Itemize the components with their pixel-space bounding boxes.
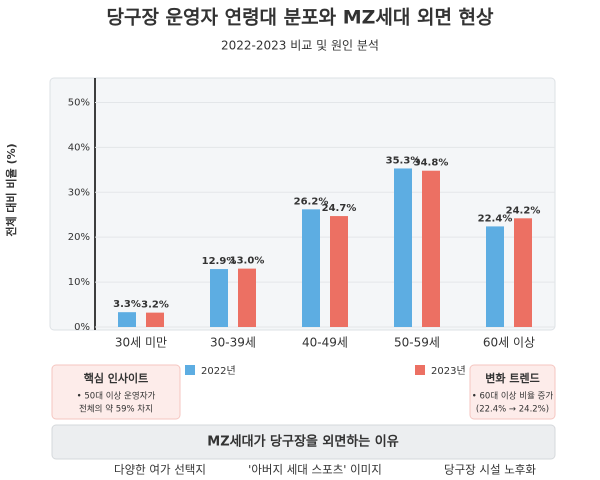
reasons-box [51, 424, 556, 460]
insight-title: 변화 트렌드 [485, 371, 539, 385]
reason-item: '아버지 세대 스포츠' 이미지 [248, 463, 382, 477]
bar [118, 312, 136, 327]
bar [394, 168, 412, 327]
x-tick-label: 30세 미만 [115, 336, 167, 350]
legend-swatch [185, 365, 195, 375]
bar [422, 170, 440, 327]
bar [146, 312, 164, 327]
insight-text: (22.4% → 24.2%) [476, 405, 549, 415]
legend-label: 2023년 [431, 365, 466, 377]
x-tick-label: 50-59세 [394, 336, 440, 350]
data-label: 13.0% [230, 256, 265, 267]
y-tick-label: 20% [68, 232, 90, 243]
bar [238, 268, 256, 327]
bar [514, 218, 532, 327]
insight-text: • 50대 이상 운영자가 [77, 391, 156, 402]
insight-text: • 60대 이상 비율 증가 [472, 391, 554, 402]
reasons-title: MZ세대가 당구장을 외면하는 이유 [207, 434, 398, 450]
reason-item: 당구장 시설 노후화 [444, 463, 536, 477]
x-tick-label: 30-39세 [210, 336, 256, 350]
data-label: 22.4% [478, 213, 513, 224]
legend-label: 2022년 [201, 365, 236, 377]
bar [302, 209, 320, 327]
data-label: 26.2% [294, 196, 329, 207]
x-tick-label: 40-49세 [302, 336, 348, 350]
data-label: 34.8% [414, 158, 449, 169]
legend-swatch [415, 365, 425, 375]
bar [330, 216, 348, 327]
reason-item: 다양한 여가 선택지 [114, 463, 206, 477]
data-label: 24.7% [322, 203, 357, 214]
data-label: 35.3% [386, 155, 421, 166]
insight-title: 핵심 인사이트 [84, 371, 149, 385]
insight-text: 전체의 약 59% 차지 [79, 404, 153, 415]
insight-box [51, 364, 181, 420]
y-tick-label: 0% [74, 322, 90, 333]
y-axis-label: 전체 대비 비율 (%) [4, 143, 18, 236]
chart-title: 당구장 운영자 연령대 분포와 MZ세대 외면 현상 [106, 7, 494, 29]
data-label: 3.2% [141, 300, 169, 311]
y-tick-label: 10% [68, 277, 90, 288]
chart-layer: 0% 10% 20% 30% 40% 50% 30세 미만 3.3% 3.2% 30-39세 12.… [68, 97, 555, 477]
insight-box [469, 364, 556, 420]
y-tick-label: 40% [68, 142, 90, 153]
data-label: 24.2% [506, 205, 541, 216]
x-tick-label: 60세 이상 [483, 336, 535, 350]
data-label: 3.3% [113, 299, 141, 310]
data-label: 12.9% [202, 256, 237, 267]
y-tick-label: 50% [68, 97, 90, 108]
y-tick-label: 30% [68, 187, 90, 198]
chart-subtitle: 2022-2023 비교 및 원인 분석 [221, 39, 379, 53]
bar [210, 269, 228, 327]
bar [486, 226, 504, 327]
